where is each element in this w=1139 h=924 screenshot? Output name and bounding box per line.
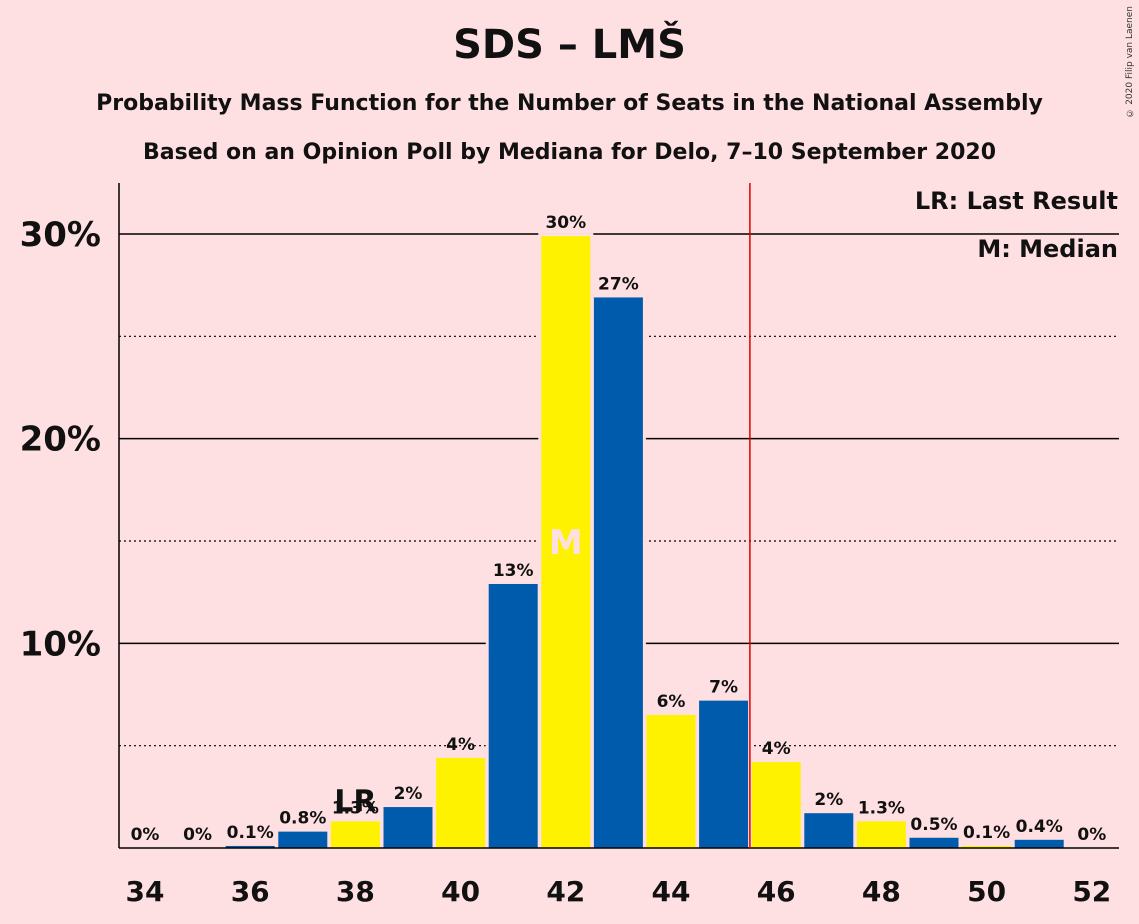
bar-value-label: 27% xyxy=(598,274,639,294)
x-tick-label: 34 xyxy=(126,875,165,908)
legend-median: M: Median xyxy=(977,235,1118,263)
y-tick-label: 20% xyxy=(20,420,101,460)
bar-value-label: 2% xyxy=(814,790,843,810)
bar-value-label: 0% xyxy=(131,825,160,845)
y-tick-label: 10% xyxy=(20,624,101,664)
bars xyxy=(222,233,1067,849)
bar-value-label: 1.3% xyxy=(858,798,905,818)
bar-seat-43 xyxy=(593,297,643,848)
x-tick-label: 40 xyxy=(441,875,480,908)
bar-seat-49 xyxy=(909,837,959,848)
markers: LR M xyxy=(334,523,582,819)
bar-value-label: 4% xyxy=(446,735,475,755)
chart-title: SDS – LMŠ xyxy=(453,22,686,68)
x-tick-label: 44 xyxy=(652,875,691,908)
chart-subtitle: Probability Mass Function for the Number… xyxy=(96,91,1043,116)
y-axis-ticks: 10% 20% 30% xyxy=(20,215,101,664)
bar-seat-41 xyxy=(488,583,538,848)
bar-value-label: 0.4% xyxy=(1016,817,1063,837)
x-tick-label: 52 xyxy=(1072,875,1111,908)
bar-value-label: 1.3% xyxy=(332,798,379,818)
bar-seat-40 xyxy=(436,757,486,848)
median-marker: M xyxy=(549,523,583,563)
x-tick-label: 50 xyxy=(967,875,1006,908)
y-tick-label: 30% xyxy=(20,215,101,255)
x-tick-label: 38 xyxy=(336,875,375,908)
bar-value-label: 4% xyxy=(762,739,791,759)
x-tick-label: 36 xyxy=(231,875,270,908)
bar-seat-51 xyxy=(1014,839,1064,848)
chart-subtitle-source: Based on an Opinion Poll by Mediana for … xyxy=(142,140,997,165)
bar-seat-44 xyxy=(646,714,696,848)
bar-value-label: 0% xyxy=(183,825,212,845)
bar-seat-36 xyxy=(225,845,275,848)
x-axis-ticks: 34 36 38 40 42 44 46 48 50 52 xyxy=(126,875,1112,908)
bar-seat-39 xyxy=(383,807,433,848)
bar-seat-46 xyxy=(751,762,801,848)
bar-value-label: 30% xyxy=(545,213,586,233)
x-tick-label: 48 xyxy=(862,875,901,908)
bar-value-label: 0.1% xyxy=(227,823,274,843)
bar-seat-47 xyxy=(804,813,854,848)
bar-halo xyxy=(222,842,278,848)
bar-seat-48 xyxy=(856,821,906,848)
axes xyxy=(118,183,1119,849)
last-result-marker: LR xyxy=(334,784,376,819)
bar-seat-38 xyxy=(330,821,380,848)
bar-value-label: 13% xyxy=(493,561,534,581)
bar-seat-50 xyxy=(962,845,1012,848)
legend-last-result: LR: Last Result xyxy=(915,187,1118,215)
bar-value-labels: 0% 0% 0.1%0.8%1.3%2%4%13%30%27%6%7%4%2% 1.3… xyxy=(131,213,1107,845)
bar-value-label: 2% xyxy=(394,784,423,804)
bar-value-label: 0.5% xyxy=(910,815,957,835)
bar-value-label: 0.8% xyxy=(279,809,326,829)
bar-seat-42 xyxy=(541,236,591,849)
x-tick-label: 46 xyxy=(757,875,796,908)
bar-seat-45 xyxy=(699,700,749,848)
bar-value-label: 0.1% xyxy=(963,823,1010,843)
bar-value-label: 6% xyxy=(657,692,686,712)
bar-value-label: 7% xyxy=(709,678,738,698)
x-tick-label: 42 xyxy=(546,875,585,908)
bar-halo xyxy=(959,842,1015,848)
bar-seat-37 xyxy=(278,831,328,848)
bar-value-label: 0% xyxy=(1077,825,1106,845)
